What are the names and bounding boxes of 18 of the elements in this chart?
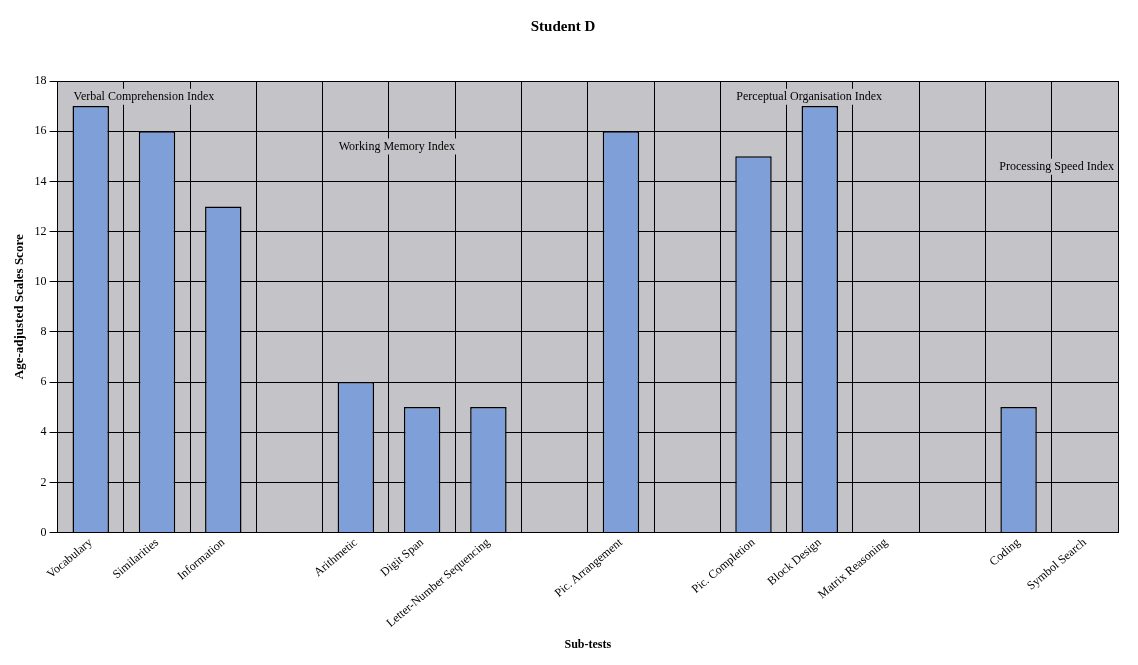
y-tick-label: 0 bbox=[40, 524, 47, 539]
y-tick-label: 12 bbox=[34, 223, 47, 238]
y-tick-label: 18 bbox=[34, 73, 47, 88]
chart-title: Student D bbox=[530, 17, 596, 34]
annotation: Working Memory Index bbox=[338, 138, 456, 153]
x-axis-title: Sub-tests bbox=[564, 636, 612, 651]
annotation: Processing Speed Index bbox=[999, 158, 1115, 173]
y-tick-label: 2 bbox=[40, 474, 47, 489]
y-tick-label: 16 bbox=[34, 123, 47, 138]
y-tick-label: 14 bbox=[34, 173, 47, 188]
annotation: Perceptual Organisation Index bbox=[736, 88, 883, 103]
x-tick-label: Digit Span bbox=[377, 535, 427, 579]
y-tick-label: 8 bbox=[40, 324, 47, 339]
annotation: Verbal Comprehension Index bbox=[73, 88, 215, 103]
y-tick-label: 10 bbox=[34, 273, 47, 288]
y-axis-title: Age-adjusted Scales Score bbox=[11, 234, 27, 380]
y-tick-label: 4 bbox=[40, 424, 47, 439]
y-tick-label: 6 bbox=[40, 374, 47, 389]
